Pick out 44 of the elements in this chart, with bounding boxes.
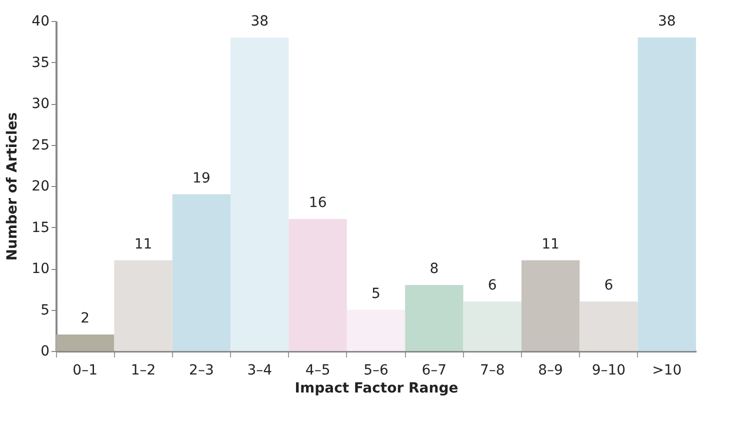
data-label: 8 <box>430 261 439 277</box>
data-label: 19 <box>192 170 210 186</box>
bar <box>346 310 406 351</box>
y-tick-label: 10 <box>32 261 50 277</box>
x-axis-title: Impact Factor Range <box>294 380 458 396</box>
bar <box>580 302 638 351</box>
y-tick-label: 30 <box>32 96 50 112</box>
bar <box>114 260 172 351</box>
y-tick-label: 15 <box>32 220 50 236</box>
y-tick-label: 40 <box>32 14 50 30</box>
x-tick-label: 0–1 <box>72 362 98 378</box>
bar <box>230 38 289 351</box>
y-tick-label: 20 <box>32 178 50 194</box>
data-label: 6 <box>488 278 497 294</box>
x-tick-label: 4–5 <box>305 362 330 378</box>
data-label: 38 <box>250 14 269 30</box>
y-tick-label: 35 <box>32 54 50 71</box>
data-label: 6 <box>604 278 614 294</box>
x-tick-label: 2–3 <box>189 362 214 378</box>
x-tick-label: >10 <box>652 362 682 378</box>
x-tick-label: 1–2 <box>130 362 156 378</box>
bar <box>288 219 347 351</box>
x-tick-label: 6–7 <box>422 362 447 378</box>
y-tick-label: 0 <box>40 344 50 360</box>
data-label: 5 <box>372 286 380 302</box>
data-label: 11 <box>542 236 560 252</box>
bar <box>172 194 231 351</box>
data-label: 16 <box>308 195 327 211</box>
data-label: 2 <box>80 310 90 326</box>
y-tick-label: 25 <box>32 137 50 154</box>
data-label: 11 <box>134 236 152 252</box>
bar <box>521 260 580 351</box>
data-label: 38 <box>658 14 676 30</box>
x-tick-label: 3–4 <box>247 362 272 378</box>
y-axis-title: Number of Articles <box>4 112 21 261</box>
bar <box>463 302 522 351</box>
x-tick-label: 8–9 <box>538 362 563 378</box>
x-tick-label: 5–6 <box>364 362 388 378</box>
bar <box>638 38 696 351</box>
bar <box>56 334 114 351</box>
x-tick-label: 9–10 <box>592 362 626 378</box>
bar <box>405 285 464 351</box>
x-tick-label: 7–8 <box>480 362 505 378</box>
y-tick-label: 5 <box>40 302 50 318</box>
